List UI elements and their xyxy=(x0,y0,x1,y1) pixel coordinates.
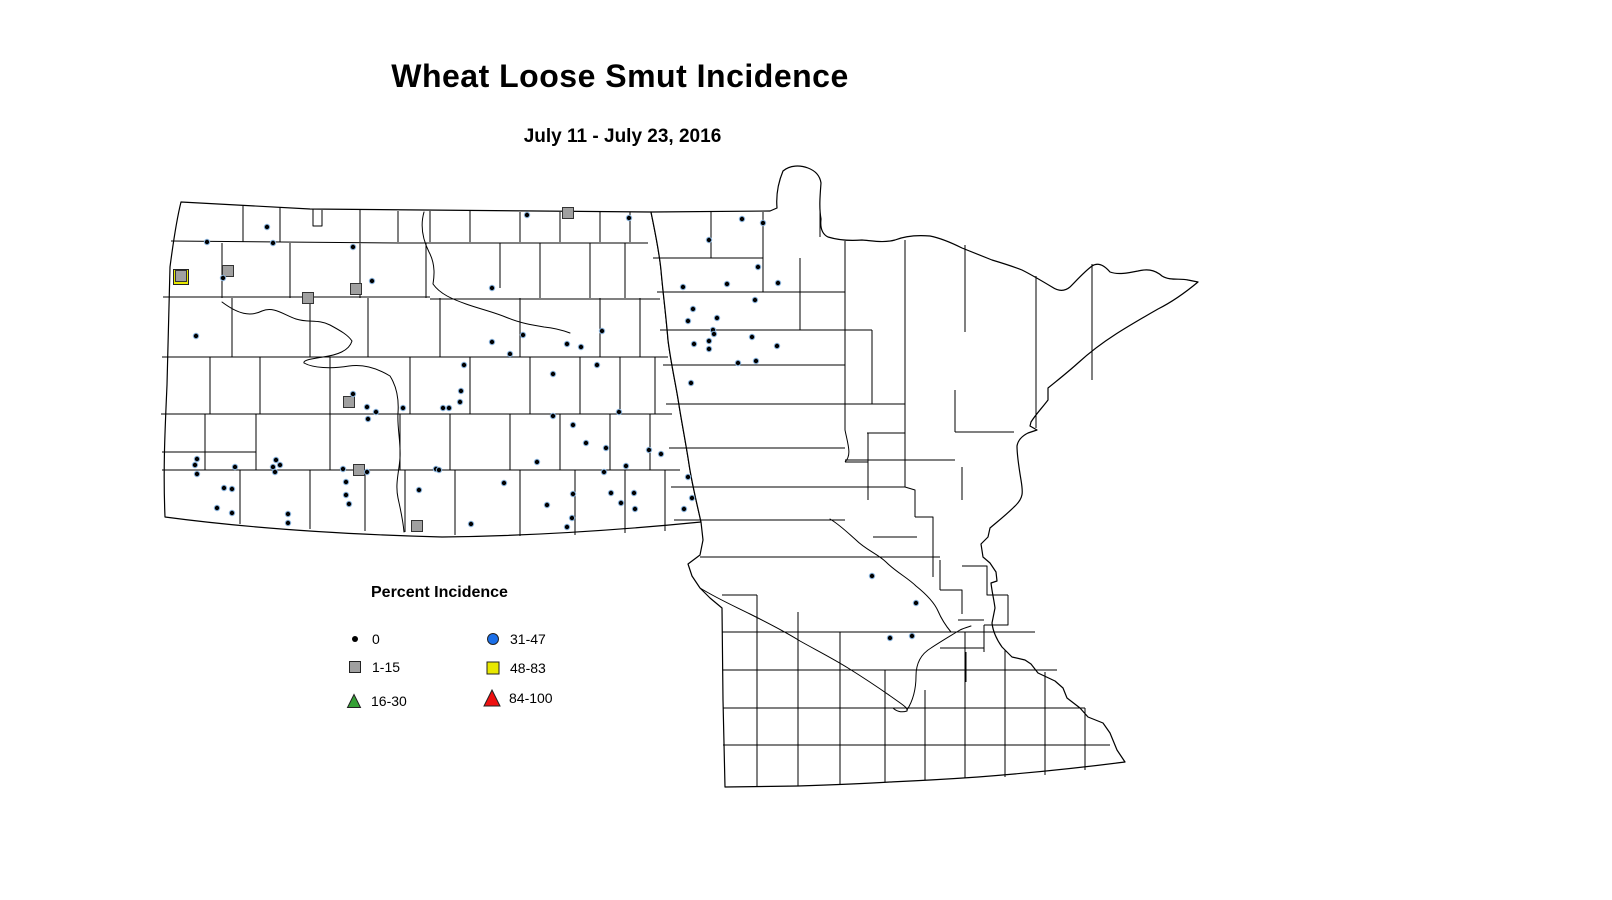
missouri-river xyxy=(221,301,405,533)
minnesota-county-lines xyxy=(653,212,1110,786)
gray-square-symbol-icon xyxy=(349,661,361,673)
north-dakota-county-lines xyxy=(161,206,680,536)
souris-river xyxy=(421,211,571,334)
legend-label-4: 48-83 xyxy=(510,660,546,676)
yellow-square-symbol-icon xyxy=(486,661,500,675)
legend-item-1: 1-15 xyxy=(344,657,400,677)
legend-item-3: 31-47 xyxy=(482,629,546,649)
legend-title: Percent Incidence xyxy=(371,584,508,601)
dot-symbol-icon xyxy=(352,636,358,642)
legend-item-2: 16-30 xyxy=(343,691,407,711)
incidence-markers xyxy=(173,207,920,642)
blue-circle-symbol-icon xyxy=(487,633,499,645)
rivers xyxy=(221,211,972,713)
page-title: Wheat Loose Smut Incidence xyxy=(391,58,849,94)
legend-label-3: 31-47 xyxy=(510,631,546,647)
legend-item-5: 84-100 xyxy=(481,688,553,708)
state-outlines xyxy=(163,165,1199,788)
green-triangle-symbol-icon xyxy=(346,693,362,708)
mississippi-river xyxy=(829,518,952,633)
legend-label-1: 1-15 xyxy=(372,659,401,675)
legend-label-2: 16-30 xyxy=(371,693,407,709)
county-lines xyxy=(161,206,1110,786)
legend-item-0: 0 xyxy=(344,629,380,649)
page-subtitle: July 11 - July 23, 2016 xyxy=(523,126,722,147)
legend-label-5: 84-100 xyxy=(509,690,553,706)
minnesota-river xyxy=(699,587,972,713)
legend-item-4: 48-83 xyxy=(482,658,546,678)
legend-label-0: 0 xyxy=(372,631,380,647)
red-triangle-symbol-icon xyxy=(483,688,501,707)
